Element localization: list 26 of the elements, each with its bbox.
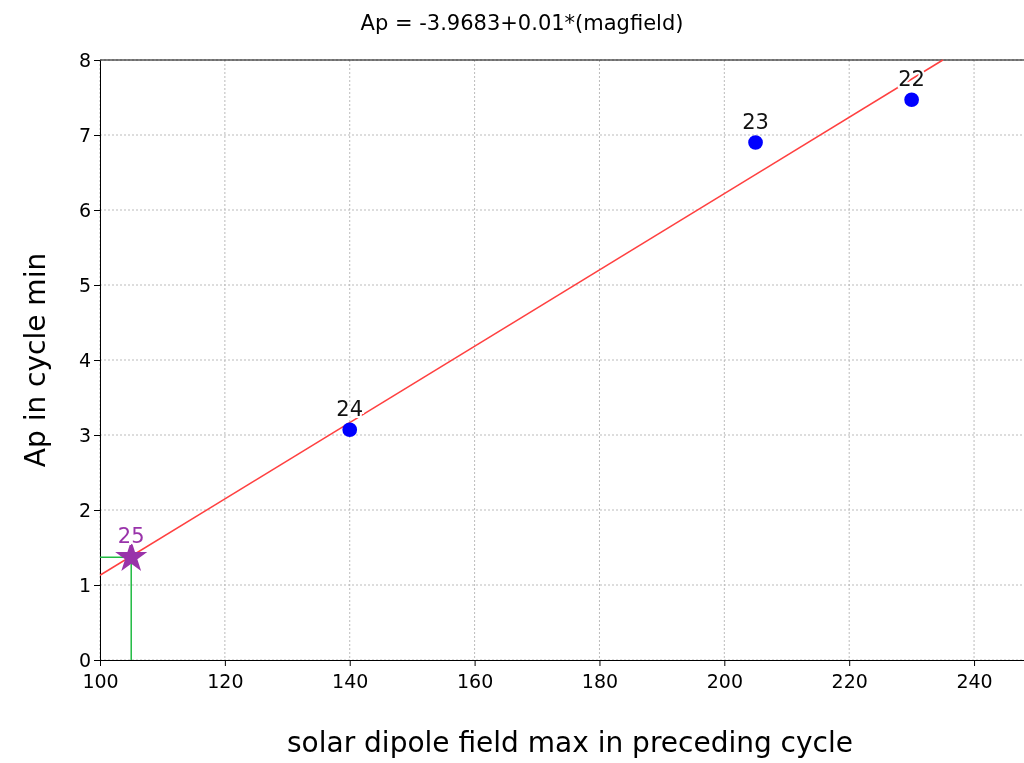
x-tick-label: 180 [581, 670, 619, 692]
x-tick-label: 200 [706, 670, 743, 692]
x-tick-label: 140 [332, 670, 369, 692]
annotation: 24 [336, 396, 364, 421]
x-tick-label: 100 [82, 670, 119, 692]
point [904, 92, 919, 108]
x-tick-label: 220 [831, 670, 868, 692]
point [748, 135, 763, 150]
y-tick-label: 7 [78, 123, 91, 146]
chart-title: Ap = -3.9683+0.01*(magfield) [360, 11, 684, 35]
point [342, 422, 358, 438]
x-tick-label: 160 [456, 670, 494, 692]
y-tick-label: 0 [78, 648, 91, 671]
y-tick-label: 3 [78, 423, 91, 446]
annotation: 25 [117, 524, 145, 549]
annotation: 23 [742, 109, 769, 134]
x-axis-title: solar dipole field max in preceding cycle [287, 726, 853, 759]
y-tick-label: 2 [78, 498, 91, 521]
y-tick-label: 8 [78, 48, 91, 71]
y-axis-title: Ap in cycle min [19, 252, 52, 468]
x-tick-label: 240 [956, 670, 993, 692]
y-tick-label: 6 [78, 198, 91, 221]
y-tick-label: 1 [78, 573, 91, 596]
y-tick-label: 5 [78, 273, 91, 296]
x-tick-label: 120 [207, 670, 244, 692]
y-tick-label: 4 [78, 348, 91, 371]
